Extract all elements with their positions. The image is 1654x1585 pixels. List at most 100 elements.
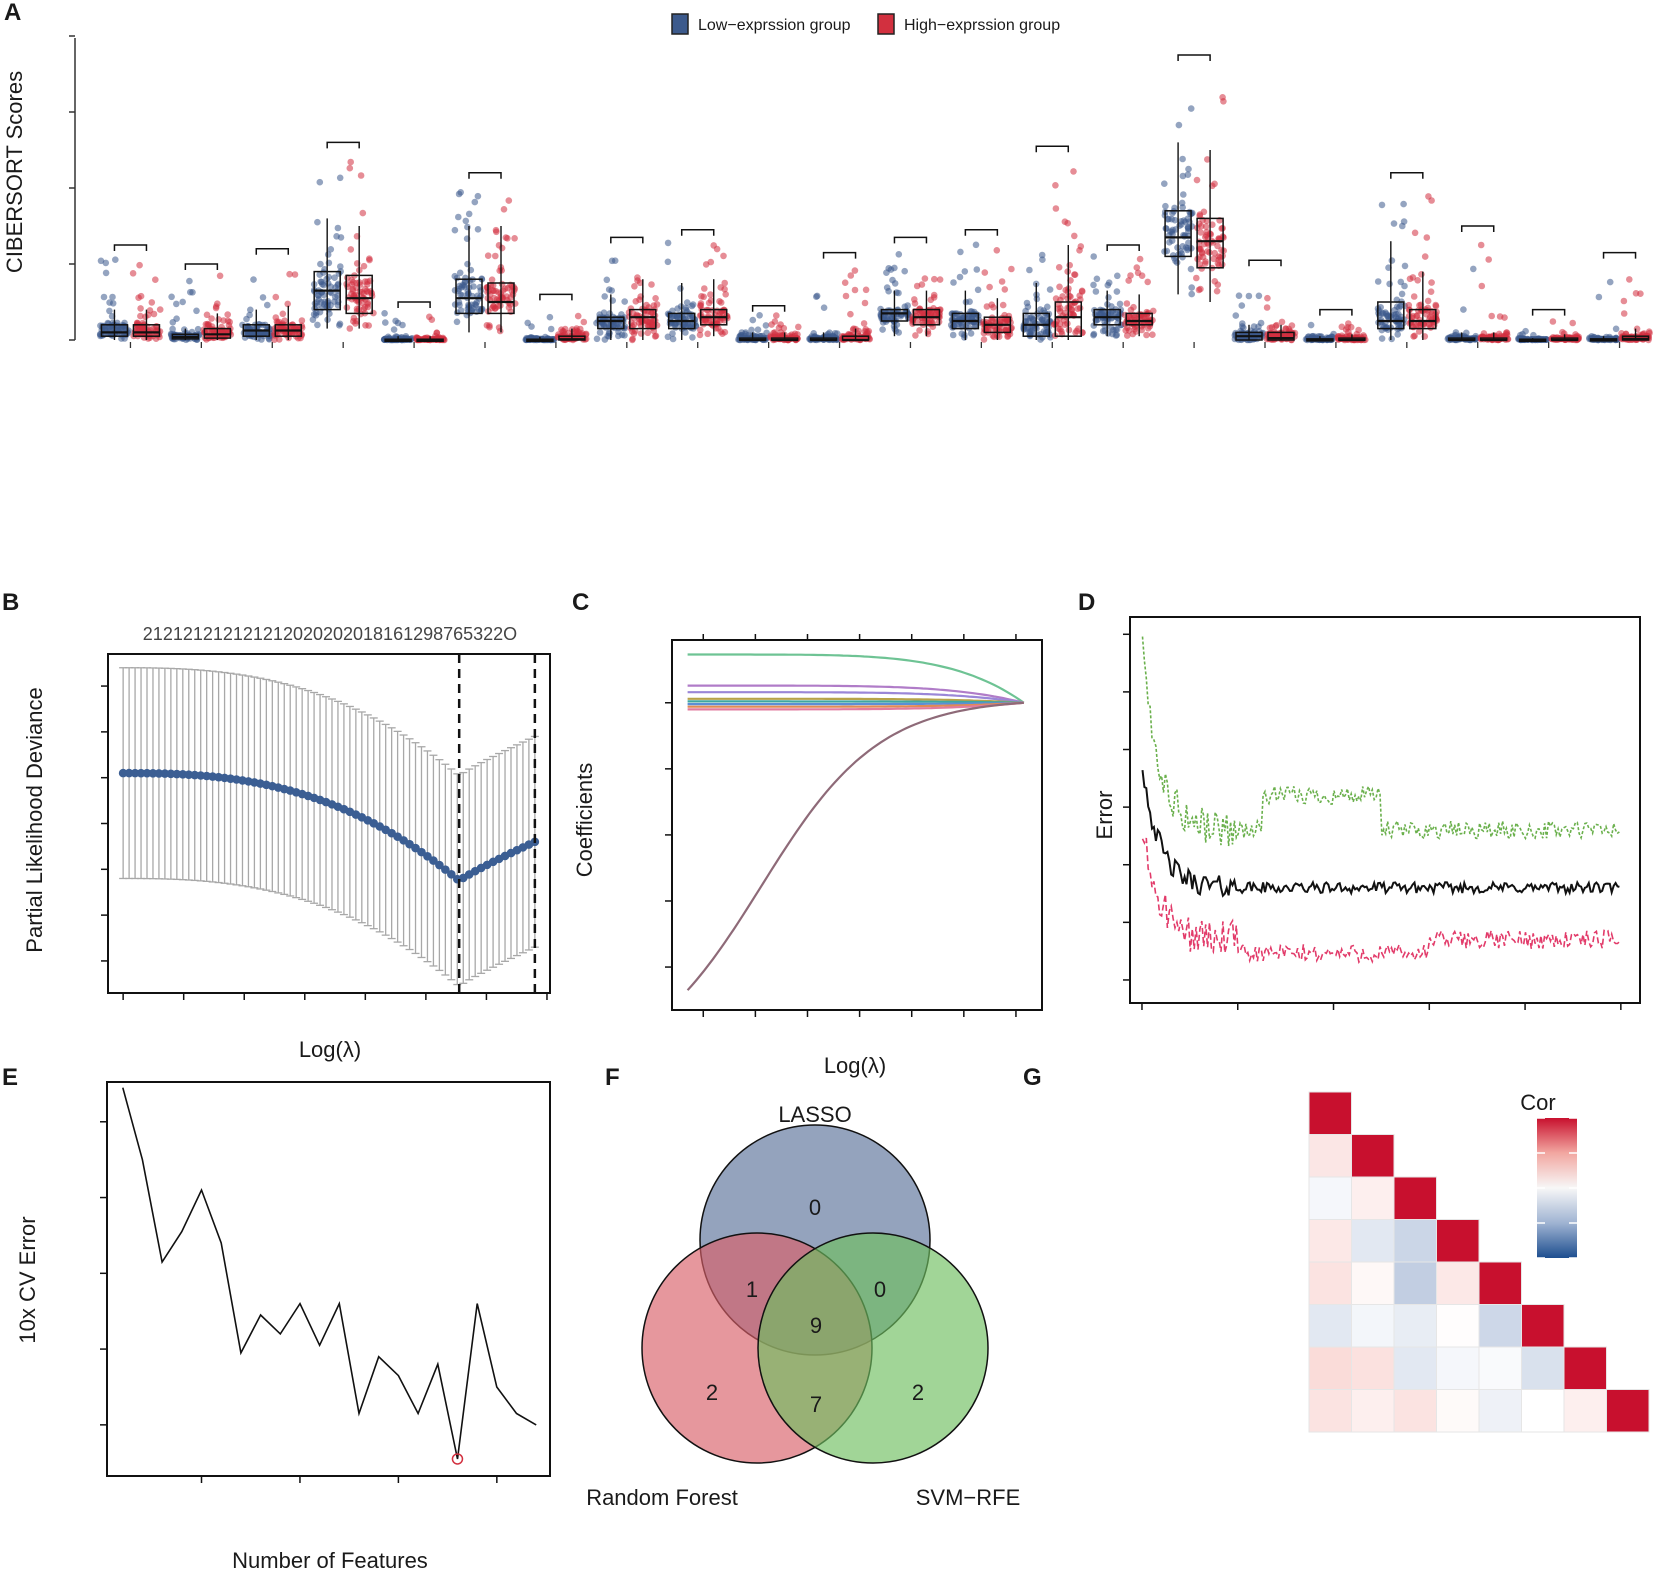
a-point: [324, 280, 332, 287]
a-point: [795, 323, 802, 331]
a-point: [717, 328, 725, 336]
a-point: [1398, 290, 1406, 298]
a-point: [918, 281, 926, 288]
a-point: [1092, 288, 1100, 295]
a-point: [468, 307, 476, 314]
a-point: [1307, 321, 1315, 329]
a-box: [1054, 301, 1083, 337]
a-point: [250, 276, 257, 283]
a-point: [366, 255, 373, 262]
a-point: [887, 266, 895, 273]
a-point: [1418, 271, 1425, 278]
panel-c: C Coefficients Log(λ): [572, 589, 1043, 1078]
a-point: [392, 317, 399, 325]
a-sig-bracket: [1390, 172, 1424, 179]
a-point: [314, 218, 321, 226]
a-point: [672, 324, 679, 331]
a-point: [455, 213, 462, 221]
a-point: [1038, 251, 1046, 259]
panel-e: E 10x CV Error Number of Features: [2, 1064, 551, 1573]
venn-svm-circle: [757, 1232, 989, 1464]
c-plot: [665, 634, 1043, 1017]
a-point: [1232, 312, 1240, 319]
a-point: [916, 327, 923, 334]
a-point: [148, 299, 156, 306]
a-point: [504, 235, 511, 242]
a-point: [112, 256, 119, 264]
a-point: [1239, 320, 1246, 327]
panel-d: D Error: [1078, 589, 1641, 1010]
g-cell: [1308, 1304, 1352, 1348]
a-point: [1595, 293, 1603, 301]
a-point: [500, 206, 508, 213]
a-point: [1044, 303, 1051, 311]
a-point: [337, 234, 345, 241]
b-ylabel: Partial Likelihood Deviance: [22, 687, 47, 952]
a-point: [904, 302, 911, 309]
a-point: [364, 278, 371, 286]
a-point: [1144, 325, 1152, 332]
a-point: [682, 304, 690, 312]
g-cell: [1436, 1219, 1480, 1263]
c-series-green: [687, 653, 1025, 704]
a-point: [989, 332, 997, 340]
venn-lasso-svm: 0: [874, 1277, 886, 1302]
a-point: [1036, 314, 1044, 321]
a-point: [669, 335, 677, 343]
a-point: [1338, 323, 1346, 331]
venn-rf-svm: 9: [810, 1313, 822, 1338]
a-point: [762, 322, 770, 329]
panel-label-e: E: [2, 1064, 18, 1091]
e-cv-line: [122, 1087, 537, 1460]
a-point: [1071, 271, 1078, 278]
panel-label-a: A: [4, 0, 21, 26]
a-point: [1425, 193, 1432, 200]
a-point: [1245, 292, 1253, 300]
venn-rf-label: Random Forest: [586, 1485, 738, 1510]
a-point: [498, 244, 506, 252]
a-sig-bracket: [1531, 308, 1566, 316]
a-point: [601, 293, 608, 300]
a-point: [973, 266, 981, 273]
a-point: [1052, 295, 1060, 302]
a-point: [773, 312, 780, 319]
a-point: [1376, 312, 1383, 319]
panel-label-b: B: [2, 589, 19, 616]
a-point: [259, 294, 267, 301]
d-series-upper: [1141, 636, 1620, 847]
a-point: [324, 251, 332, 258]
a-point: [346, 164, 354, 172]
a-point: [334, 281, 342, 289]
b-xlabel: Log(λ): [299, 1037, 361, 1062]
a-point: [365, 322, 373, 329]
a-point: [226, 318, 233, 326]
a-point: [1264, 294, 1271, 302]
g-cell: [1351, 1176, 1395, 1220]
a-point: [631, 283, 638, 290]
a-point: [860, 320, 868, 327]
c-xlabel: Log(λ): [824, 1053, 886, 1078]
a-point: [842, 292, 850, 300]
a-point: [310, 311, 318, 318]
g-cell: [1393, 1304, 1437, 1348]
a-point: [1002, 327, 1010, 335]
a-point: [721, 279, 728, 287]
a-point: [284, 300, 292, 308]
a-point: [1202, 258, 1209, 265]
a-point: [1477, 241, 1485, 249]
a-point: [1179, 155, 1186, 163]
a-point: [1235, 292, 1243, 300]
a-point: [325, 273, 333, 281]
a-point: [682, 323, 689, 331]
a-point: [359, 209, 367, 217]
a-point: [346, 325, 354, 332]
g-cell: [1521, 1346, 1565, 1390]
a-point: [1046, 286, 1054, 293]
a-point: [1061, 321, 1069, 329]
a-point: [316, 178, 324, 186]
a-point: [546, 313, 554, 321]
a-point: [1168, 215, 1175, 223]
a-point: [664, 258, 672, 266]
a-point: [129, 270, 137, 277]
a-point: [771, 329, 779, 336]
